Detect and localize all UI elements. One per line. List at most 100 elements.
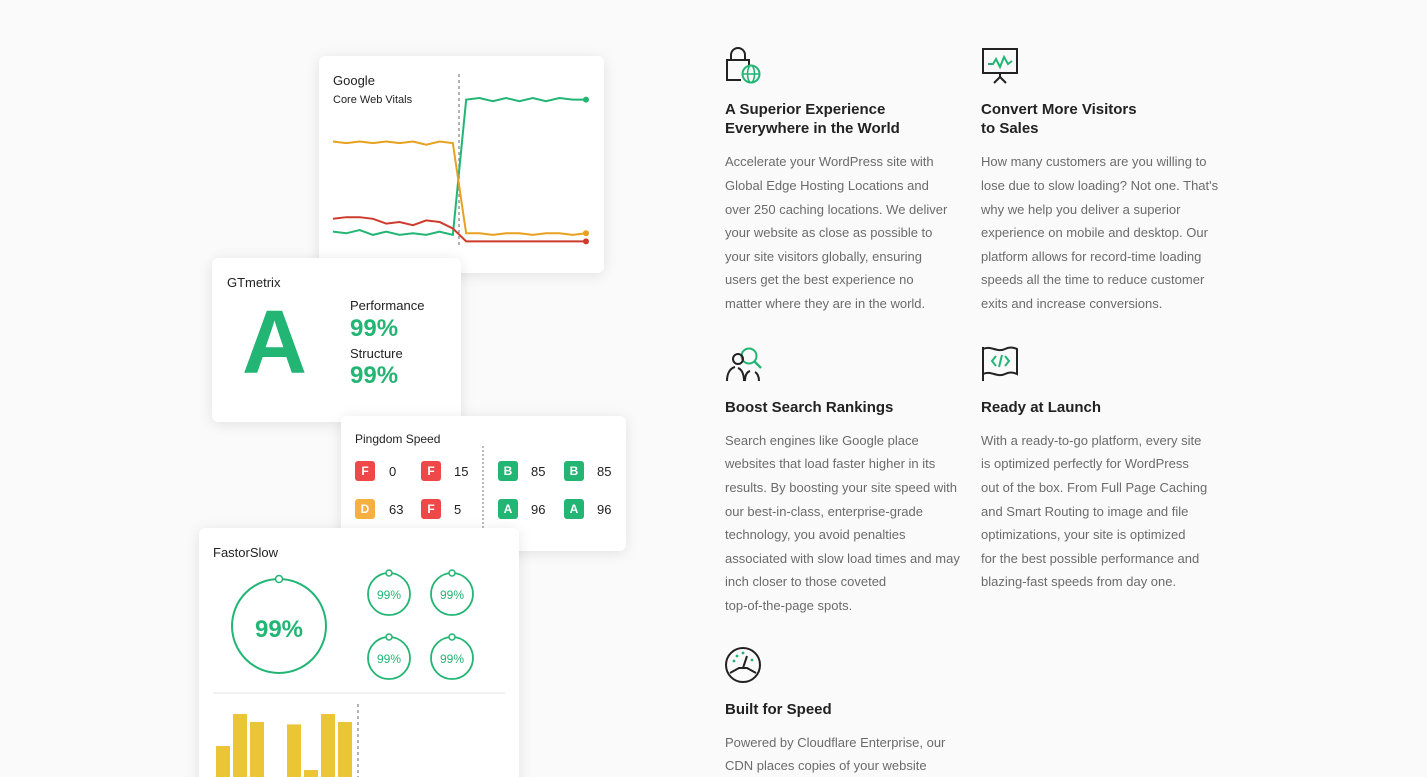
feature-desc-line: exits and increase conversions. xyxy=(981,296,1163,311)
structure-label: Structure xyxy=(350,346,403,361)
small-score-dot xyxy=(448,569,456,577)
pingdom-card-title: Pingdom Speed xyxy=(355,432,441,446)
fastorslow-card-title: FastorSlow xyxy=(213,545,279,560)
small-score-text: 99% xyxy=(377,588,401,602)
grade-badge: F xyxy=(421,461,441,481)
grade-badge: A xyxy=(498,499,518,519)
lock-globe-icon xyxy=(726,47,761,84)
series-end-point xyxy=(583,238,589,245)
feature-convert-visitors: Convert More Visitors to Sales How many … xyxy=(981,46,1231,316)
feature-desc-line: your site visitors globally, ensuring xyxy=(725,249,923,264)
feature-desc-line: Search engines like Google place xyxy=(725,433,919,448)
feature-desc-line: Global Edge Hosting Locations and xyxy=(725,178,929,193)
presentation-chart-icon xyxy=(982,48,1018,84)
grade-badge: B xyxy=(564,461,584,481)
speed-bar xyxy=(304,770,318,777)
series-line-green xyxy=(332,97,586,237)
feature-title: to Sales xyxy=(981,120,1039,137)
code-flag-icon xyxy=(982,346,1018,381)
speed-bar xyxy=(321,714,335,777)
grade-badge: B xyxy=(498,461,518,481)
feature-desc-line: your website as close as possible to xyxy=(725,225,933,240)
speed-bar xyxy=(233,714,247,777)
feature-desc-line: Powered by Cloudflare Enterprise, our xyxy=(725,735,946,750)
performance-value: 99% xyxy=(350,315,399,342)
grade-value: 85 xyxy=(531,464,546,479)
series-end-point xyxy=(583,230,589,237)
feature-title: Everywhere in the World xyxy=(725,120,900,137)
feature-desc-line: results. By boosting your site speed wit… xyxy=(725,480,957,495)
grade-badge: A xyxy=(564,499,584,519)
feature-desc-line: platform allows for record-time loading xyxy=(981,249,1202,264)
series-line-red xyxy=(332,216,586,243)
speed-bar xyxy=(338,722,352,777)
gtmetrix-card: GTmetrix A Performance 99% Structure 99% xyxy=(212,258,461,422)
google-card-title: Google xyxy=(333,73,375,88)
feature-title: A Superior Experience xyxy=(725,101,886,118)
fastorslow-card: FastorSlow 99% 99% 99% 99% 99% xyxy=(199,528,519,777)
feature-desc-line: matter where they are in the world. xyxy=(725,296,926,311)
grade-value: 15 xyxy=(454,464,469,479)
feature-desc-line: technology, you avoid penalties xyxy=(725,527,906,542)
performance-label: Performance xyxy=(350,298,425,313)
google-card-subtitle: Core Web Vitals xyxy=(333,94,413,106)
small-score-dot xyxy=(385,633,393,641)
series-end-point xyxy=(583,96,589,103)
feature-desc-line: optimizations, your site is optimized xyxy=(981,527,1186,542)
feature-desc-line: our best-in-class, enterprise-grade xyxy=(725,504,923,519)
feature-title: Built for Speed xyxy=(725,701,832,718)
grade-badge: F xyxy=(421,499,441,519)
feature-desc-line: CDN places copies of your website xyxy=(725,758,927,773)
grade-value: 63 xyxy=(389,502,404,517)
speed-bar xyxy=(250,722,264,777)
feature-title: Convert More Visitors xyxy=(981,101,1137,118)
google-core-web-vitals-card: Google Core Web Vitals xyxy=(319,56,604,273)
gtmetrix-grade: A xyxy=(242,293,307,393)
feature-desc-line: speeds all the time to reduce customer xyxy=(981,272,1205,287)
grade-value: 85 xyxy=(597,464,612,479)
feature-ready-at-launch: Ready at Launch With a ready-to-go platf… xyxy=(981,344,1221,594)
feature-desc-line: over 250 caching locations. We deliver xyxy=(725,202,948,217)
structure-value: 99% xyxy=(350,362,399,389)
main-score-text: 99% xyxy=(255,616,303,643)
grade-value: 96 xyxy=(531,502,546,517)
feature-desc-line: websites that load faster higher in its xyxy=(725,456,936,471)
feature-boost-search: Boost Search Rankings Search engines lik… xyxy=(725,344,965,619)
grade-value: 0 xyxy=(389,464,397,479)
feature-built-for-speed: Built for Speed Powered by Cloudflare En… xyxy=(725,646,965,777)
series-line-orange xyxy=(332,140,587,236)
feature-title: Ready at Launch xyxy=(981,399,1102,416)
speed-bar xyxy=(287,724,301,777)
fastorslow-graphics: 99% 99% 99% 99% 99% xyxy=(213,569,505,777)
feature-desc-line: for the best possible performance and xyxy=(981,551,1200,566)
grade-value: 96 xyxy=(597,502,612,517)
feature-desc-line: why we help you deliver a superior xyxy=(981,202,1181,217)
core-web-vitals-chart xyxy=(332,74,589,246)
feature-desc-line: top-of-the-page spots. xyxy=(725,598,853,613)
feature-superior-experience: A Superior Experience Everywhere in the … xyxy=(725,46,965,316)
feature-title: Boost Search Rankings xyxy=(725,399,894,416)
feature-desc-line: associated with slow load times and may xyxy=(725,551,960,566)
grade-badge: F xyxy=(355,461,375,481)
small-score-text: 99% xyxy=(377,652,401,666)
feature-desc-line: lose due to slow loading? Not one. That'… xyxy=(981,178,1219,193)
feature-desc-line: Accelerate your WordPress site with xyxy=(725,154,934,169)
grade-value: 5 xyxy=(454,502,462,517)
grade-badge: D xyxy=(355,499,375,519)
small-score-text: 99% xyxy=(440,588,464,602)
small-score-text: 99% xyxy=(440,652,464,666)
pingdom-divider xyxy=(482,446,484,536)
feature-desc-line: inch closer to those coveted xyxy=(725,574,887,589)
feature-desc-line: blazing-fast speeds from day one. xyxy=(981,574,1177,589)
small-score-dot xyxy=(448,633,456,641)
main-score-dot xyxy=(274,574,284,584)
feature-desc-line: is optimized perfectly for WordPress xyxy=(981,456,1189,471)
speedometer-icon xyxy=(725,647,761,683)
feature-desc-line: With a ready-to-go platform, every site xyxy=(981,433,1202,448)
feature-desc-line: and Smart Routing to image and file xyxy=(981,504,1189,519)
gtmetrix-card-title: GTmetrix xyxy=(227,275,281,290)
speed-bar xyxy=(216,746,230,777)
feature-desc-line: How many customers are you willing to xyxy=(981,154,1207,169)
feature-desc-line: experience on mobile and desktop. Our xyxy=(981,225,1208,240)
people-search-icon xyxy=(726,347,762,382)
